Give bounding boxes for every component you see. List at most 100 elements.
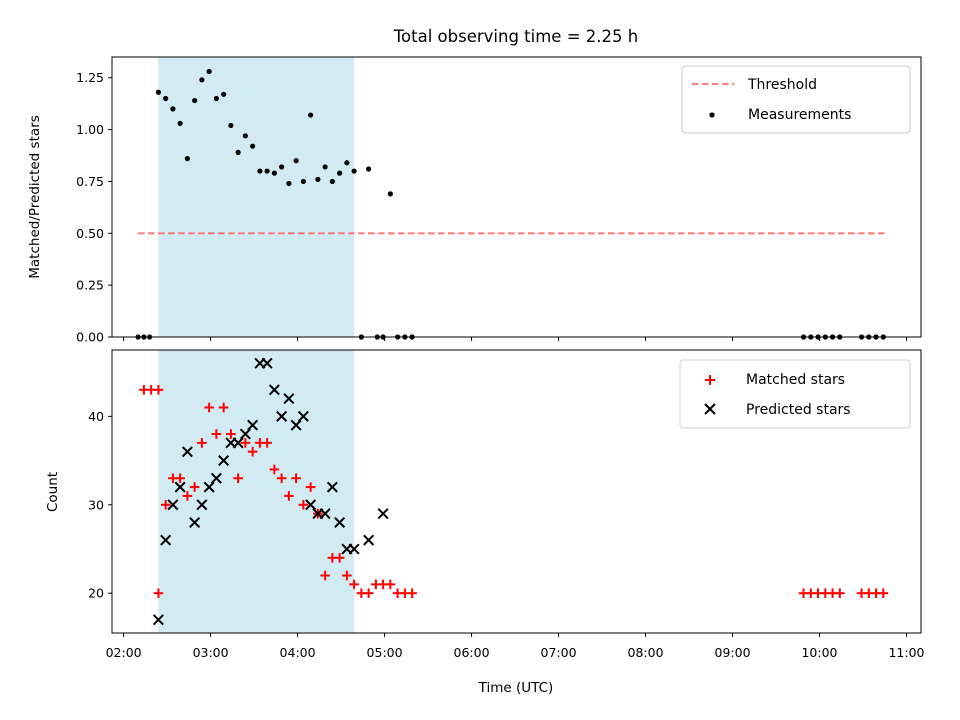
y-tick-label: 30 bbox=[88, 497, 104, 512]
predicted-star-point bbox=[297, 410, 309, 422]
measurement-point bbox=[264, 168, 270, 174]
x-tick-label: 11:00 bbox=[888, 645, 924, 660]
x-tick-label: 03:00 bbox=[193, 645, 229, 660]
predicted-star-point bbox=[196, 499, 208, 511]
predicted-star-point bbox=[239, 428, 251, 440]
legend-box-bottom bbox=[679, 359, 911, 429]
measurement-point bbox=[279, 164, 285, 170]
predicted-star-point bbox=[232, 437, 244, 449]
measurement-point bbox=[206, 68, 212, 75]
measurement-point bbox=[337, 170, 343, 176]
measurement-point bbox=[199, 77, 205, 83]
legend-matched-swatch bbox=[705, 375, 715, 385]
measurement-point bbox=[213, 95, 219, 102]
panel-top-frame bbox=[111, 56, 922, 338]
panel-top: 0.00 0.25 0.50 0.75 1.00 1.25 Matched/Predict… bbox=[27, 56, 922, 345]
matched-star-point bbox=[284, 491, 294, 501]
x-tick-label: 10:00 bbox=[801, 645, 837, 660]
predicted-star-point bbox=[203, 481, 215, 493]
matched-star-point bbox=[835, 588, 845, 599]
matched-star-point bbox=[182, 491, 193, 501]
matched-star-point bbox=[218, 402, 229, 413]
predicted-star-point bbox=[174, 481, 186, 493]
matched-star-point bbox=[211, 429, 222, 439]
measurement-point bbox=[257, 168, 263, 174]
predicted-star-point bbox=[276, 410, 288, 422]
y-tick-label: 0.50 bbox=[76, 226, 104, 241]
predicted-star-point bbox=[152, 614, 164, 626]
measurement-point bbox=[344, 160, 350, 166]
predicted-star-point bbox=[348, 543, 360, 555]
measurement-point bbox=[177, 120, 183, 126]
predicted-star-point bbox=[181, 446, 193, 458]
matched-star-point bbox=[363, 588, 374, 599]
panel-top-legend: Threshold Measurements bbox=[681, 65, 911, 134]
x-tick-label: 08:00 bbox=[628, 645, 664, 660]
matched-star-point bbox=[334, 553, 345, 563]
measurement-point bbox=[322, 164, 328, 170]
legend-matched-label: Matched stars bbox=[746, 372, 845, 388]
matched-star-point bbox=[305, 482, 316, 492]
matched-star-point bbox=[247, 446, 258, 457]
predicted-star-point bbox=[305, 499, 317, 511]
predicted-star-point bbox=[363, 534, 375, 546]
legend-predicted-label: Predicted stars bbox=[746, 402, 851, 418]
measurement-point bbox=[250, 143, 256, 149]
matched-star-point bbox=[349, 579, 359, 590]
panel-bottom-legend: Matched stars Predicted stars bbox=[679, 359, 911, 429]
legend-box-top bbox=[681, 65, 911, 134]
x-axis-label: Time (UTC) bbox=[478, 680, 554, 696]
panel-top-ylabel: Matched/Predicted stars bbox=[27, 115, 43, 278]
x-tick-label: 07:00 bbox=[541, 645, 577, 660]
measurement-point bbox=[387, 191, 393, 197]
matched-star-point bbox=[153, 384, 164, 395]
measurement-point bbox=[286, 180, 292, 187]
matched-star-point bbox=[291, 473, 301, 484]
panel-top-y-ticks: 0.00 0.25 0.50 0.75 1.00 1.25 bbox=[76, 70, 112, 345]
measurement-point bbox=[228, 122, 234, 129]
matched-star-point bbox=[320, 570, 330, 581]
matched-star-point bbox=[878, 588, 889, 599]
predicted-star-point bbox=[268, 384, 280, 396]
chart-title: Total observing time = 2.25 h bbox=[393, 27, 638, 46]
predicted-star-point bbox=[210, 472, 222, 484]
matched-star-point bbox=[226, 429, 236, 439]
panel-top-highlight bbox=[158, 57, 355, 337]
panel-bottom: 20 30 40 02:00 03:00 04:00 05:00 06:00 07:00 08:… bbox=[45, 349, 925, 696]
legend-measurements-swatch bbox=[709, 112, 715, 118]
measurement-point bbox=[329, 178, 335, 185]
panel-bottom-y-ticks: 20 30 40 bbox=[88, 409, 112, 601]
matched-star-point bbox=[342, 570, 352, 581]
matched-star-point bbox=[153, 588, 164, 599]
legend-threshold-label: Threshold bbox=[747, 77, 817, 93]
matched-star-point bbox=[204, 402, 214, 413]
predicted-star-point bbox=[334, 516, 346, 528]
measurement-point bbox=[315, 176, 321, 182]
matched-star-point bbox=[197, 438, 207, 448]
measurement-point bbox=[308, 112, 314, 118]
x-tick-label: 06:00 bbox=[454, 645, 490, 660]
y-tick-label: 40 bbox=[88, 409, 104, 424]
measurement-point bbox=[235, 149, 241, 156]
measurement-point bbox=[155, 89, 161, 95]
measurement-point bbox=[351, 168, 357, 174]
predicted-star-point bbox=[319, 508, 331, 520]
predicted-star-point bbox=[377, 508, 389, 520]
measurement-point bbox=[242, 133, 248, 139]
matched-star-point bbox=[298, 499, 309, 510]
measurement-point bbox=[221, 91, 227, 97]
x-tick-label: 05:00 bbox=[367, 645, 403, 660]
legend-predicted-swatch bbox=[704, 403, 716, 415]
matched-star-point bbox=[269, 464, 280, 475]
measurement-point bbox=[163, 95, 169, 102]
x-tick-label: 02:00 bbox=[106, 645, 142, 660]
predicted-star-point bbox=[160, 534, 172, 546]
matched-star-point bbox=[160, 499, 171, 510]
predicted-star-point bbox=[290, 419, 302, 431]
y-tick-label: 0.25 bbox=[76, 278, 104, 293]
measurement-point bbox=[184, 156, 190, 162]
matched-star-point bbox=[240, 438, 251, 448]
predicted-star-point bbox=[218, 455, 230, 467]
predicted-star-point bbox=[326, 481, 338, 493]
matched-star-point bbox=[385, 579, 396, 590]
